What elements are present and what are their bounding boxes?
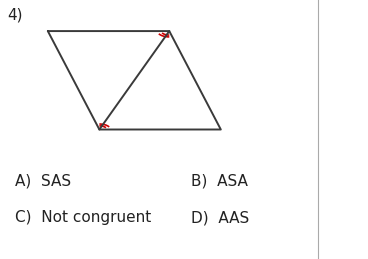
Text: A)  SAS: A) SAS <box>15 174 71 189</box>
Text: B)  ASA: B) ASA <box>191 174 248 189</box>
Text: D)  AAS: D) AAS <box>191 210 250 225</box>
Text: C)  Not congruent: C) Not congruent <box>15 210 151 225</box>
Text: 4): 4) <box>7 8 23 23</box>
